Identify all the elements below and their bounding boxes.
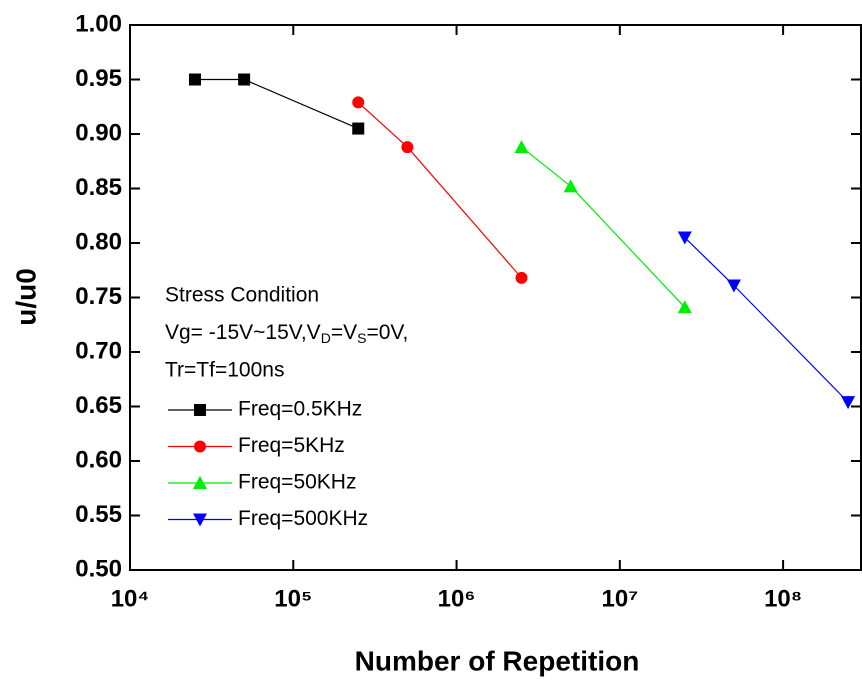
legend-marker xyxy=(194,404,206,416)
series-line xyxy=(684,237,849,403)
marker xyxy=(401,141,414,154)
legend-marker xyxy=(194,440,206,453)
series-line xyxy=(194,78,359,130)
annotation: Tr=Tf=100ns xyxy=(165,359,284,382)
annotation-part: =0V, xyxy=(366,321,408,344)
series-line xyxy=(357,101,522,279)
y-tick-label: 0.60 xyxy=(75,446,122,473)
y-axis-label: u/u0 xyxy=(10,268,41,326)
legend-marker xyxy=(193,476,207,489)
marker xyxy=(726,279,741,293)
marker xyxy=(188,73,201,86)
y-tick-label: 0.50 xyxy=(75,555,122,582)
x-tick-label: 10⁶ xyxy=(438,585,476,612)
legend-marker xyxy=(193,513,207,527)
annotation-part: S xyxy=(357,330,366,346)
x-tick-label: 10⁷ xyxy=(602,585,639,612)
legend-label: Freq=500KHz xyxy=(238,507,368,530)
y-tick-label: 0.65 xyxy=(75,392,122,419)
y-tick-label: 0.90 xyxy=(75,119,122,146)
legend-label: Freq=50KHz xyxy=(238,471,356,494)
x-tick-label: 10⁸ xyxy=(764,585,802,612)
marker xyxy=(515,271,528,284)
x-axis-label: Number of Repetition xyxy=(355,645,640,676)
y-tick-label: 0.80 xyxy=(75,228,122,255)
legend-label: Freq=0.5KHz xyxy=(238,398,362,421)
marker xyxy=(514,140,529,154)
x-tick-label: 10⁵ xyxy=(274,585,312,612)
y-tick-label: 0.85 xyxy=(75,174,122,201)
y-tick-label: 0.70 xyxy=(75,337,122,364)
y-tick-label: 1.00 xyxy=(75,10,122,37)
x-tick-label: 10⁴ xyxy=(111,585,150,612)
marker xyxy=(563,179,578,193)
annotation: Vg= -15V~15V,VD=VS=0V, xyxy=(165,321,408,346)
annotation: Stress Condition xyxy=(165,284,319,307)
annotation-part: =V xyxy=(331,321,357,344)
marker xyxy=(677,300,692,314)
y-tick-label: 0.75 xyxy=(75,283,122,310)
marker xyxy=(238,73,251,86)
marker xyxy=(352,96,365,109)
annotation-part: Vg= -15V~15V,V xyxy=(165,321,321,344)
annotation-part: D xyxy=(321,330,331,346)
y-tick-label: 0.55 xyxy=(75,501,122,528)
series-line xyxy=(521,146,686,308)
marker xyxy=(677,231,692,245)
legend-label: Freq=5KHz xyxy=(238,434,345,457)
marker xyxy=(841,396,856,410)
y-tick-label: 0.95 xyxy=(75,65,122,92)
marker xyxy=(352,122,365,135)
